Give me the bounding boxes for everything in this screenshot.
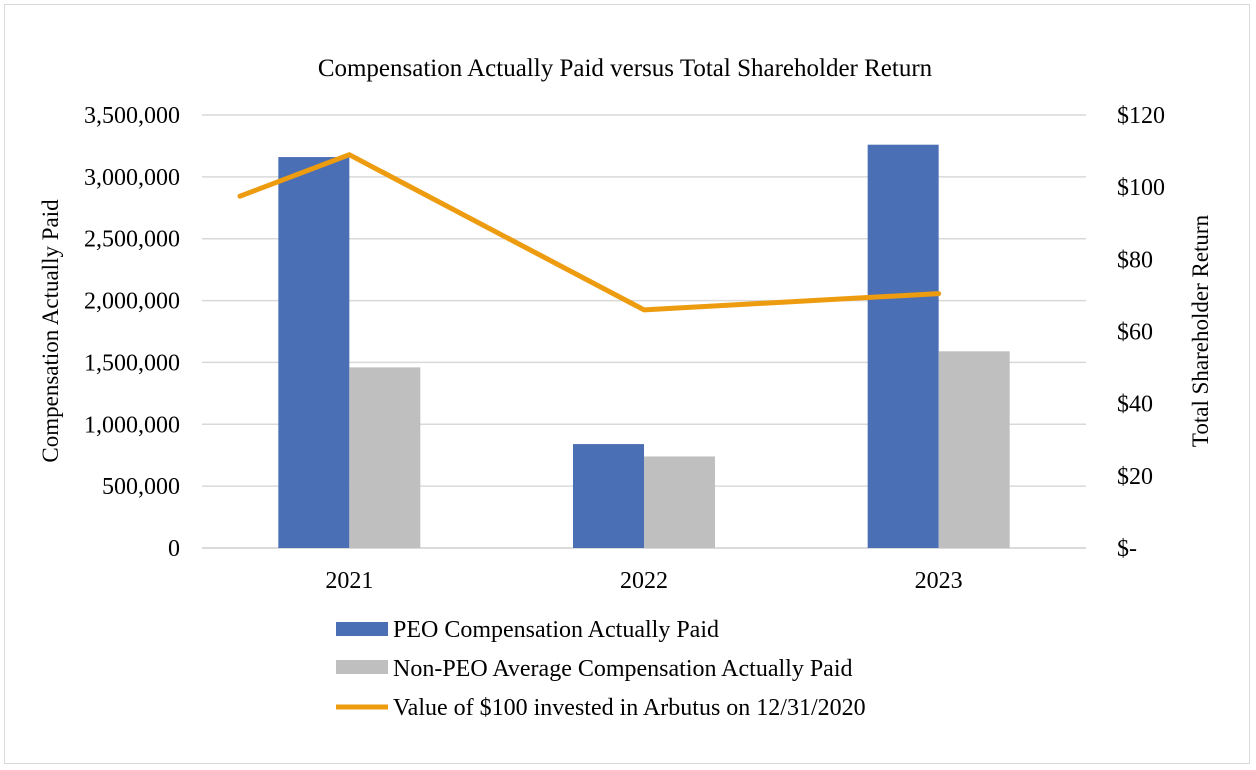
y-tick-label: 1,500,000	[84, 350, 180, 376]
x-axis-ticks: 2021 2022 2023	[325, 568, 962, 594]
y-tick-label: 1,000,000	[84, 412, 180, 438]
y-tick-label: 3,000,000	[84, 165, 180, 191]
y2-tick-label: $60	[1117, 320, 1153, 346]
legend-label-tsr: Value of $100 invested in Arbutus on 12/…	[393, 695, 866, 721]
bar-peo	[573, 444, 644, 548]
y2-tick-label: $120	[1117, 103, 1165, 129]
bar-non-peo	[349, 367, 421, 548]
x-tick-label: 2023	[915, 568, 963, 594]
y-tick-label: 2,500,000	[84, 227, 180, 253]
bars	[278, 144, 1010, 549]
left-axis-ticks: 0 500,000 1,000,000 1,500,000 2,000,000 2,500…	[84, 103, 180, 562]
y-tick-label: 0	[168, 536, 180, 562]
legend: PEO Compensation Actually Paid Non-PEO A…	[336, 617, 866, 721]
y-tick-label: 500,000	[102, 474, 180, 500]
x-tick-label: 2021	[325, 568, 373, 594]
x-tick-label: 2022	[620, 568, 668, 594]
y-tick-label: 3,500,000	[84, 103, 180, 129]
bar-peo	[278, 157, 350, 548]
y2-tick-label: $20	[1117, 464, 1153, 490]
bar-peo	[867, 144, 939, 549]
y-tick-label: 2,000,000	[84, 289, 180, 315]
y2-tick-label: $100	[1117, 175, 1165, 201]
y2-tick-label: $80	[1117, 247, 1153, 273]
y-axis-label: Compensation Actually Paid	[38, 199, 63, 463]
right-axis-ticks: $- $20 $40 $60 $80 $100 $120	[1117, 103, 1165, 562]
y2-tick-label: $-	[1117, 536, 1137, 562]
tsr-line-group	[237, 152, 942, 313]
tsr-line	[237, 152, 942, 313]
legend-swatch-peo	[336, 622, 388, 636]
legend-swatch-non-peo	[336, 660, 388, 674]
legend-label-non-peo: Non-PEO Average Compensation Actually Pa…	[393, 656, 852, 682]
legend-label-peo: PEO Compensation Actually Paid	[393, 617, 719, 643]
y2-tick-label: $40	[1117, 392, 1153, 418]
chart-title: Compensation Actually Paid versus Total …	[318, 55, 933, 82]
bar-non-peo	[938, 351, 1010, 548]
y2-axis-label: Total Shareholder Return	[1188, 214, 1213, 447]
chart-frame	[4, 4, 1250, 764]
bar-non-peo	[644, 456, 715, 548]
